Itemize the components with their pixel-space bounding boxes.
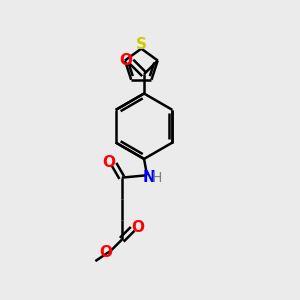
Text: O: O	[102, 155, 115, 170]
Text: N: N	[142, 170, 155, 185]
Text: H: H	[152, 171, 162, 184]
Text: O: O	[131, 220, 144, 235]
Text: O: O	[120, 52, 133, 68]
Text: O: O	[99, 245, 112, 260]
Text: S: S	[136, 37, 147, 52]
